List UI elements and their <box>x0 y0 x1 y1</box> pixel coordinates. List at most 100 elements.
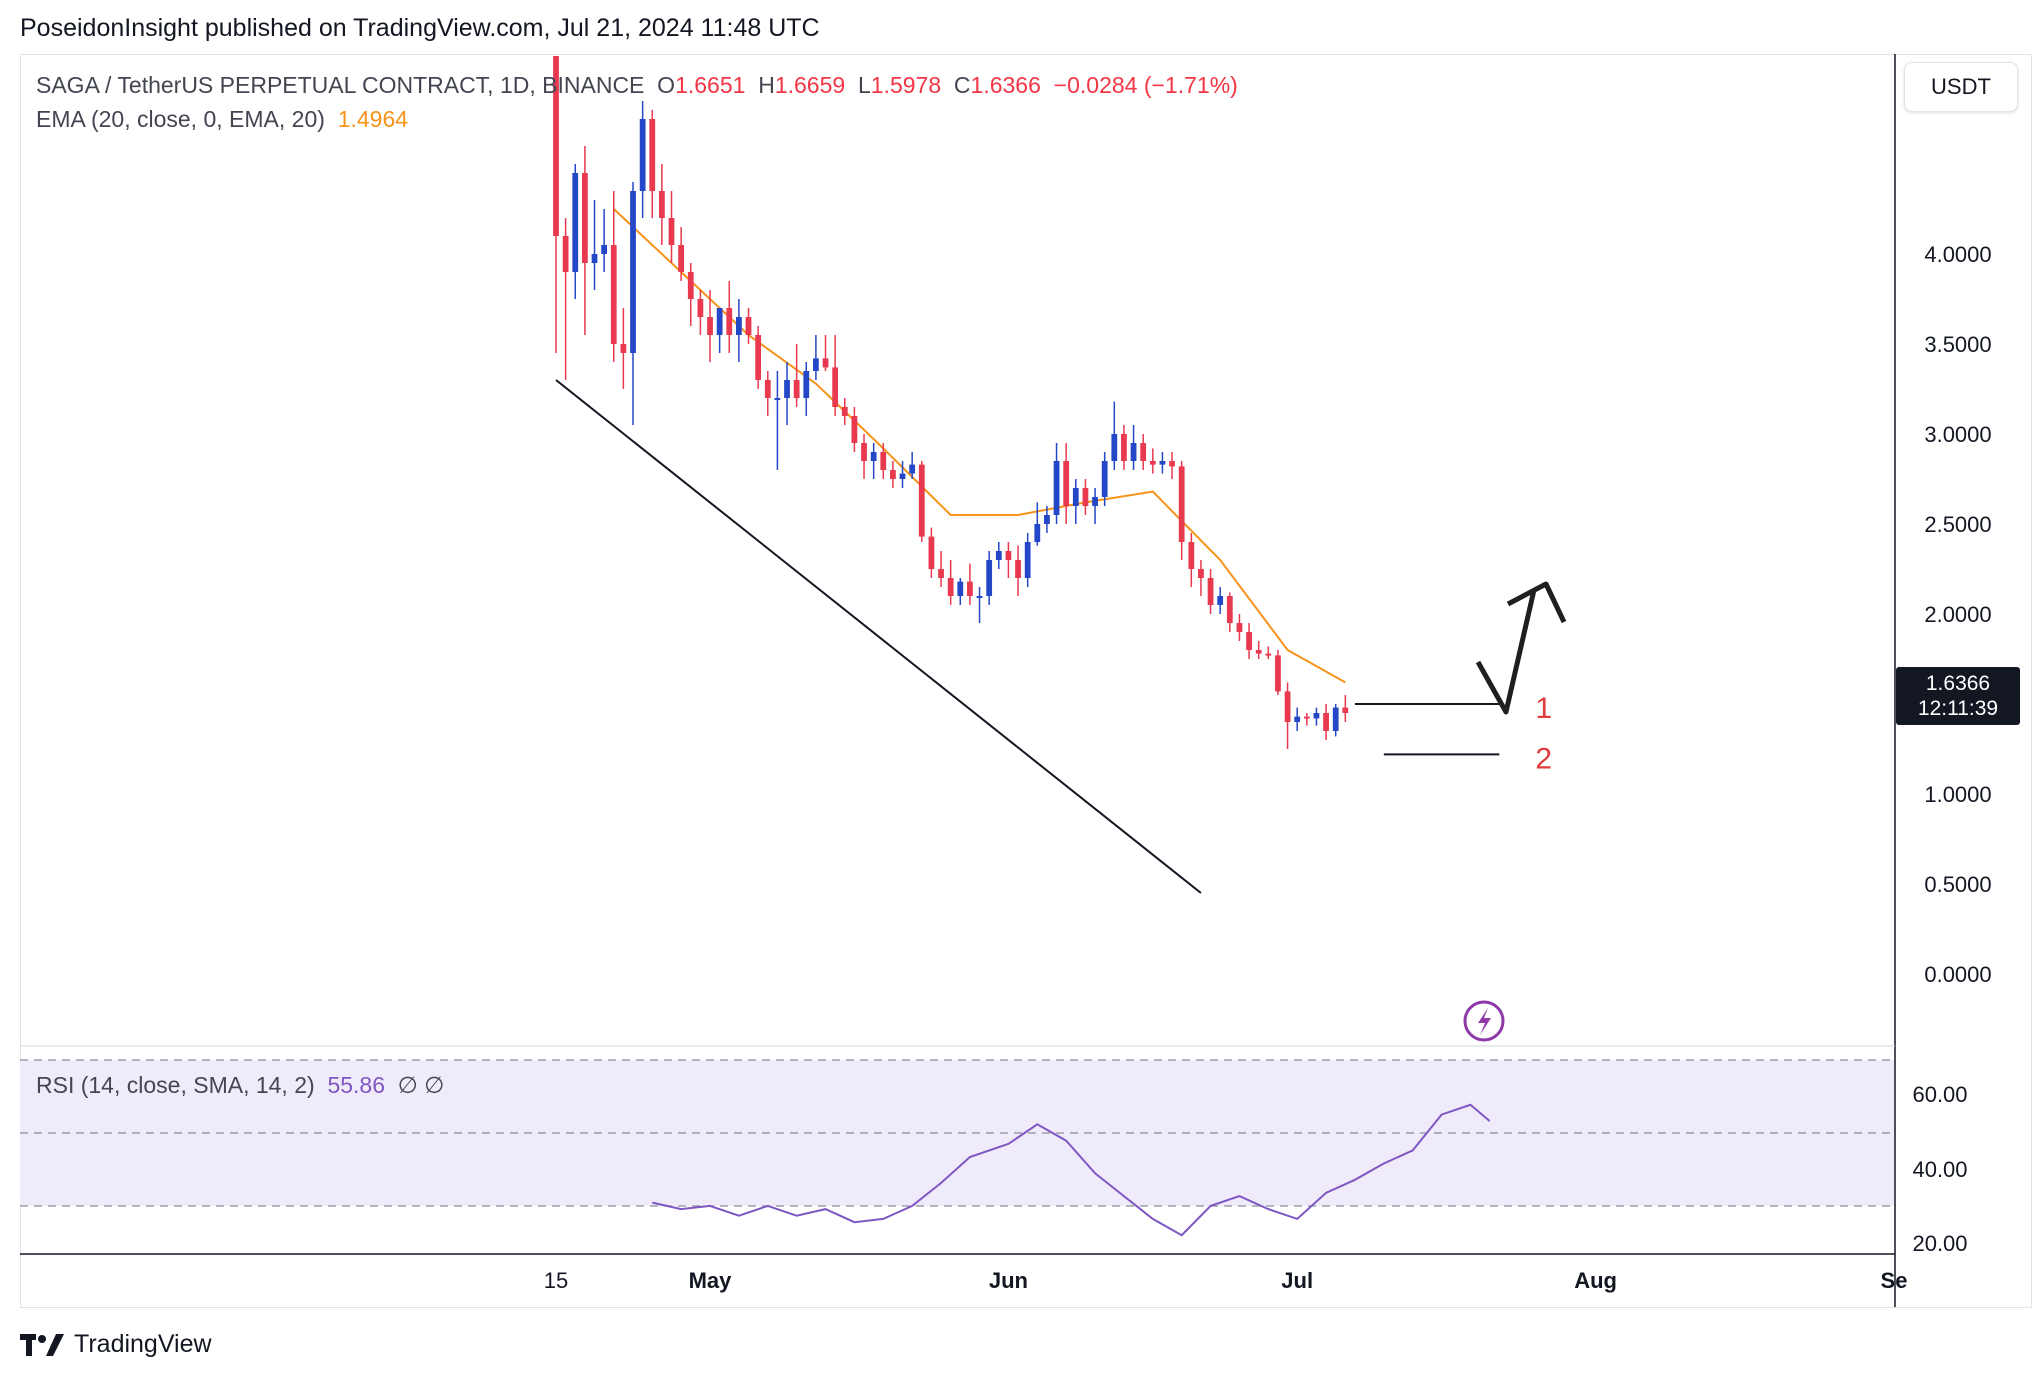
candle <box>610 191 617 362</box>
candle-body <box>822 358 829 368</box>
candle <box>1159 452 1166 474</box>
candle-body <box>813 358 819 371</box>
candle <box>1207 569 1214 614</box>
price-tick-label: 2.0000 <box>1924 602 1991 627</box>
rsi-legend[interactable]: RSI (14, close, SMA, 14, 2) 55.86 ∅ ∅ <box>36 1072 444 1099</box>
candle <box>947 560 954 605</box>
candle-body <box>1294 716 1301 722</box>
candle <box>1121 425 1127 470</box>
candle <box>687 263 694 326</box>
ema-legend[interactable]: EMA (20, close, 0, EMA, 20) 1.4964 <box>36 106 408 133</box>
candle <box>899 461 906 488</box>
candle <box>620 308 627 389</box>
candle <box>957 578 964 605</box>
rsi-extra: ∅ ∅ <box>397 1072 445 1098</box>
candle-body <box>1005 551 1012 560</box>
candle-body <box>1255 650 1262 654</box>
candle-body <box>1149 461 1156 465</box>
chart-frame[interactable] <box>20 54 2032 1308</box>
candle <box>562 218 569 380</box>
candle <box>736 299 742 362</box>
candle-body <box>1303 716 1310 719</box>
candle-body <box>1063 461 1070 506</box>
candle <box>1072 479 1079 524</box>
open-label: O <box>657 72 676 98</box>
candle <box>1063 443 1070 524</box>
candle-body <box>1121 434 1127 461</box>
candle-body <box>947 578 954 596</box>
currency-selector[interactable]: USDT <box>1904 62 2018 112</box>
candle-body <box>890 470 896 479</box>
candle <box>1178 461 1185 560</box>
candle <box>861 434 867 479</box>
candle <box>1226 592 1233 632</box>
publish-info: PoseidonInsight published on TradingView… <box>20 14 820 42</box>
rsi-layer <box>652 1103 1491 1237</box>
candle-body <box>1207 578 1214 605</box>
candle <box>803 362 810 416</box>
ema-label: EMA (20, close, 0, EMA, 20) <box>36 106 325 132</box>
candle <box>938 551 944 587</box>
projection-arrow-head <box>1506 581 1567 624</box>
candle-body <box>784 380 790 398</box>
price-tick-label: 0.0000 <box>1924 962 1991 987</box>
lightning-icon[interactable] <box>1463 1000 1505 1042</box>
candle-body <box>1246 632 1252 650</box>
candle-body <box>918 464 925 537</box>
last-price-tag: 1.6366 12:11:39 <box>1896 667 2020 725</box>
candle-body <box>572 173 579 272</box>
rsi-label: RSI (14, close, SMA, 14, 2) <box>36 1072 315 1098</box>
candle <box>1015 545 1021 596</box>
change-value: −0.0284 (−1.71%) <box>1053 72 1238 98</box>
footer: TradingView <box>20 1330 212 1359</box>
candle-body <box>591 254 598 263</box>
candle-body <box>1236 623 1243 632</box>
footer-brand[interactable]: TradingView <box>74 1330 212 1358</box>
candle-body <box>726 308 733 335</box>
candle-body <box>1284 691 1291 722</box>
candle-body <box>909 464 916 474</box>
candle <box>870 443 877 479</box>
candle <box>1092 488 1098 524</box>
candle-body <box>707 317 713 335</box>
candle <box>649 110 656 218</box>
candle <box>764 371 771 416</box>
candle <box>890 461 896 488</box>
time-tick-label: Jun <box>989 1268 1028 1293</box>
candle <box>553 56 559 353</box>
candle-body <box>1342 707 1349 713</box>
rsi-value: 55.86 <box>327 1072 386 1098</box>
price-tick-label: 1.0000 <box>1924 782 1991 807</box>
candle <box>909 452 916 479</box>
candle-body <box>832 367 839 407</box>
high-value: 1.6659 <box>774 72 846 98</box>
candle-body <box>668 218 675 245</box>
candle-body <box>1332 707 1339 731</box>
candle-body <box>1188 542 1195 569</box>
symbol-title[interactable]: SAGA / TetherUS PERPETUAL CONTRACT, 1D, … <box>36 72 645 98</box>
candle-body <box>736 317 742 335</box>
low-label: L <box>857 72 871 98</box>
candle-body <box>995 551 1002 560</box>
candle <box>630 182 636 425</box>
candle <box>1332 704 1339 737</box>
candle <box>1024 533 1031 587</box>
candle <box>976 587 983 623</box>
candle <box>1140 434 1147 470</box>
time-tick-label: May <box>689 1268 733 1293</box>
candle <box>755 326 762 389</box>
candle-body <box>803 371 810 398</box>
time-tick-label: Se <box>1881 1268 1908 1293</box>
candle <box>1053 443 1060 524</box>
candle <box>784 362 790 425</box>
candle <box>841 398 848 425</box>
candle <box>668 191 675 263</box>
rsi-tick-label: 20.00 <box>1912 1231 1967 1256</box>
candle <box>1313 707 1320 726</box>
candle <box>1149 448 1156 474</box>
candle <box>1255 641 1262 659</box>
candle <box>1034 502 1041 546</box>
tradingview-logo-icon[interactable] <box>20 1332 64 1358</box>
support-trendline <box>555 379 1202 894</box>
